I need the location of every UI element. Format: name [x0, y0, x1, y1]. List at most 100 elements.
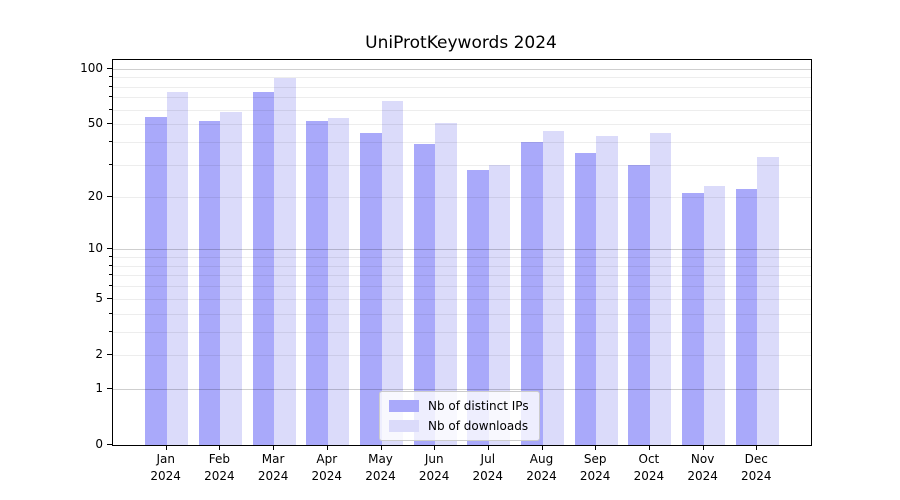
- bar-dec-nb-of-distinct-ips: [735, 189, 758, 445]
- x-tick-mark-aug: [541, 445, 543, 450]
- gridline-minor-40: [113, 142, 811, 143]
- gridline-minor-7: [113, 275, 811, 277]
- y-minor-tick-mark-50: [109, 123, 112, 125]
- x-tick-label-nov: Nov 2024: [687, 452, 718, 483]
- gridline-minor-5: [113, 298, 811, 300]
- gridline-minor-2: [113, 355, 811, 357]
- gridline-minor-9: [113, 257, 811, 259]
- bar-mar-nb-of-distinct-ips: [252, 91, 275, 445]
- x-tick-mark-feb: [219, 445, 221, 450]
- gridline-minor-6: [113, 286, 811, 288]
- y-minor-tick-mark-9: [109, 256, 112, 258]
- gridline-minor-80: [113, 86, 811, 88]
- y-tick-label-100: 100: [80, 60, 103, 75]
- bar-aug-nb-of-downloads: [542, 130, 564, 445]
- chart-title: UniProtKeywords 2024: [365, 33, 557, 53]
- legend-swatch-nb-of-distinct-ips: [389, 400, 419, 412]
- y-tick-mark-100: [107, 67, 112, 69]
- gridline-minor-8: [113, 265, 811, 267]
- y-minor-tick-mark-7: [109, 274, 112, 276]
- y-minor-tick-mark-5: [109, 297, 112, 299]
- y-tick-mark-0: [107, 444, 112, 445]
- x-tick-mark-dec: [756, 445, 758, 450]
- x-tick-label-aug: Aug 2024: [526, 452, 557, 483]
- gridline-major-100: [113, 68, 811, 70]
- gridline-major-1: [113, 388, 811, 390]
- bar-jul-nb-of-downloads: [488, 164, 511, 445]
- x-tick-mark-jun: [434, 445, 436, 450]
- gridline-minor-30: [113, 164, 811, 166]
- y-tick-mark-10: [107, 248, 112, 250]
- bar-oct-nb-of-downloads: [649, 132, 672, 445]
- x-tick-label-sep: Sep 2024: [579, 452, 611, 483]
- bar-apr-nb-of-downloads: [327, 118, 350, 445]
- bar-apr-nb-of-distinct-ips: [306, 121, 328, 445]
- bar-oct-nb-of-distinct-ips: [628, 164, 650, 445]
- bar-aug-nb-of-distinct-ips: [521, 142, 543, 445]
- bar-feb-nb-of-downloads: [220, 112, 242, 445]
- bar-mar-nb-of-downloads: [274, 77, 296, 445]
- y-minor-tick-mark-20: [109, 195, 112, 197]
- bar-jan-nb-of-distinct-ips: [145, 116, 167, 445]
- bar-may-nb-of-downloads: [381, 100, 403, 445]
- bar-nov-nb-of-downloads: [703, 185, 726, 445]
- y-tick-mark-1: [107, 387, 112, 389]
- gridline-major-10: [113, 249, 811, 251]
- gridline-minor-90: [113, 77, 811, 78]
- y-minor-tick-mark-40: [109, 141, 112, 142]
- bar-nov-nb-of-distinct-ips: [682, 192, 704, 445]
- bar-jan-nb-of-downloads: [166, 91, 189, 445]
- gridline-minor-4: [113, 313, 811, 315]
- y-tick-label-0: 0: [95, 437, 103, 451]
- y-tick-label-20: 20: [87, 188, 103, 203]
- y-minor-tick-mark-80: [109, 85, 112, 87]
- legend: Nb of distinct IPs Nb of downloads: [379, 391, 540, 441]
- y-minor-tick-mark-3: [109, 330, 112, 332]
- y-tick-label-10: 10: [87, 241, 103, 256]
- gridline-minor-60: [113, 109, 811, 111]
- y-minor-tick-mark-8: [109, 264, 112, 266]
- y-tick-label-2: 2: [95, 347, 103, 362]
- x-tick-label-may: May 2024: [365, 452, 396, 483]
- x-tick-mark-jul: [487, 445, 489, 450]
- plot-area: Nb of distinct IPs Nb of downloads: [112, 59, 812, 446]
- y-tick-label-1: 1: [95, 380, 103, 395]
- bar-jun-nb-of-distinct-ips: [413, 144, 436, 445]
- y-minor-tick-mark-6: [109, 285, 112, 287]
- x-tick-mark-mar: [273, 445, 275, 450]
- gridline-minor-70: [113, 97, 811, 99]
- y-minor-tick-mark-60: [109, 108, 112, 110]
- y-minor-tick-mark-2: [109, 354, 112, 356]
- x-tick-mark-may: [380, 445, 382, 450]
- x-tick-label-jan: Jan 2024: [150, 452, 181, 483]
- x-tick-label-jul: Jul 2024: [472, 452, 504, 483]
- bar-sep-nb-of-distinct-ips: [574, 152, 597, 445]
- bar-sep-nb-of-downloads: [596, 136, 618, 445]
- x-tick-label-mar: Mar 2024: [257, 452, 289, 483]
- y-tick-label-50: 50: [87, 116, 103, 131]
- x-tick-label-apr: Apr 2024: [311, 452, 343, 483]
- x-tick-mark-oct: [648, 445, 650, 450]
- x-tick-mark-nov: [702, 445, 704, 450]
- gridline-minor-50: [113, 124, 811, 126]
- gridline-minor-20: [113, 196, 811, 198]
- x-tick-label-dec: Dec 2024: [741, 452, 772, 483]
- y-minor-tick-mark-70: [109, 96, 112, 98]
- x-tick-mark-jan: [165, 445, 167, 450]
- legend-label: Nb of distinct IPs: [428, 399, 529, 413]
- x-tick-mark-sep: [595, 445, 597, 450]
- x-tick-label-feb: Feb 2024: [204, 452, 235, 483]
- bar-jul-nb-of-distinct-ips: [467, 170, 489, 445]
- bar-dec-nb-of-downloads: [757, 157, 779, 445]
- legend-swatch-nb-of-downloads: [389, 420, 419, 432]
- x-tick-label-jun: Jun 2024: [418, 452, 450, 483]
- y-tick-label-5: 5: [95, 290, 103, 305]
- bar-may-nb-of-distinct-ips: [360, 132, 382, 445]
- legend-item-nb-of-downloads: Nb of downloads: [389, 419, 529, 433]
- x-tick-label-oct: Oct 2024: [633, 452, 665, 483]
- y-minor-tick-mark-90: [109, 76, 112, 77]
- bar-feb-nb-of-distinct-ips: [198, 121, 221, 445]
- y-minor-tick-mark-4: [109, 312, 112, 314]
- legend-item-nb-of-distinct-ips: Nb of distinct IPs: [389, 399, 529, 413]
- bar-jun-nb-of-downloads: [435, 122, 457, 445]
